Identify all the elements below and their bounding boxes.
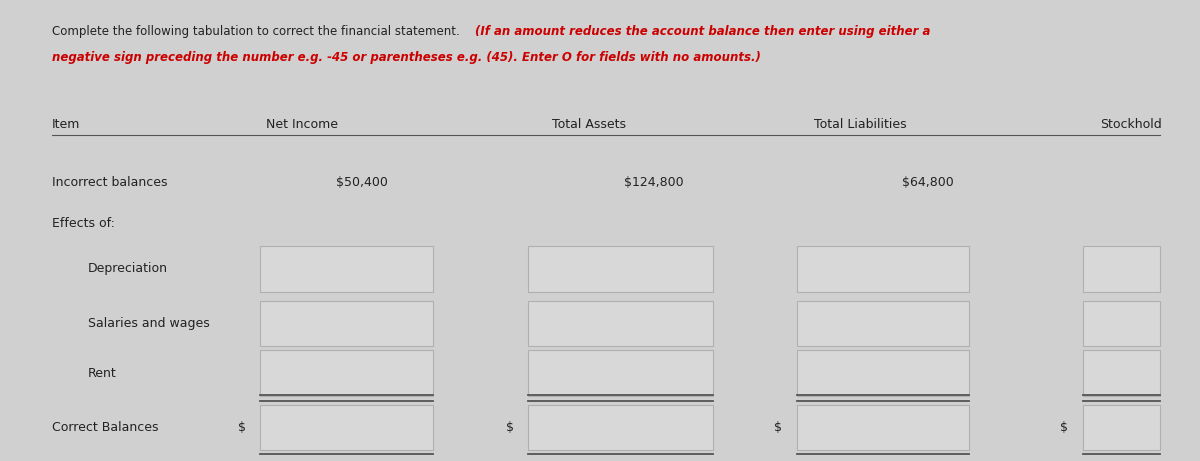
FancyBboxPatch shape <box>797 350 970 396</box>
FancyBboxPatch shape <box>1082 246 1160 292</box>
FancyBboxPatch shape <box>528 246 713 292</box>
FancyBboxPatch shape <box>528 405 713 450</box>
Text: (If an amount reduces the account balance then enter using either a: (If an amount reduces the account balanc… <box>475 24 930 37</box>
Text: $50,400: $50,400 <box>336 177 388 189</box>
Text: Correct Balances: Correct Balances <box>52 421 158 434</box>
Text: Effects of:: Effects of: <box>52 217 115 230</box>
FancyBboxPatch shape <box>797 405 970 450</box>
FancyBboxPatch shape <box>1082 350 1160 396</box>
Text: $64,800: $64,800 <box>902 177 954 189</box>
Text: $: $ <box>1061 421 1068 434</box>
Text: $: $ <box>238 421 246 434</box>
FancyBboxPatch shape <box>1082 301 1160 346</box>
FancyBboxPatch shape <box>260 350 433 396</box>
Text: Complete the following tabulation to correct the financial statement.: Complete the following tabulation to cor… <box>52 24 463 37</box>
Text: Rent: Rent <box>88 366 116 379</box>
Text: $: $ <box>774 421 782 434</box>
Text: Total Assets: Total Assets <box>552 118 626 131</box>
Text: Incorrect balances: Incorrect balances <box>52 177 167 189</box>
Text: Net Income: Net Income <box>266 118 338 131</box>
Text: negative sign preceding the number e.g. -45 or parentheses e.g. (45). Enter O fo: negative sign preceding the number e.g. … <box>52 51 761 64</box>
FancyBboxPatch shape <box>528 350 713 396</box>
Text: $: $ <box>506 421 514 434</box>
Text: Item: Item <box>52 118 80 131</box>
Text: Salaries and wages: Salaries and wages <box>88 317 209 330</box>
FancyBboxPatch shape <box>797 301 970 346</box>
Text: $124,800: $124,800 <box>624 177 684 189</box>
Text: Depreciation: Depreciation <box>88 262 168 276</box>
Text: Stockhold: Stockhold <box>1100 118 1163 131</box>
Text: Total Liabilities: Total Liabilities <box>815 118 907 131</box>
FancyBboxPatch shape <box>528 301 713 346</box>
FancyBboxPatch shape <box>260 301 433 346</box>
FancyBboxPatch shape <box>260 246 433 292</box>
FancyBboxPatch shape <box>1082 405 1160 450</box>
FancyBboxPatch shape <box>260 405 433 450</box>
FancyBboxPatch shape <box>797 246 970 292</box>
